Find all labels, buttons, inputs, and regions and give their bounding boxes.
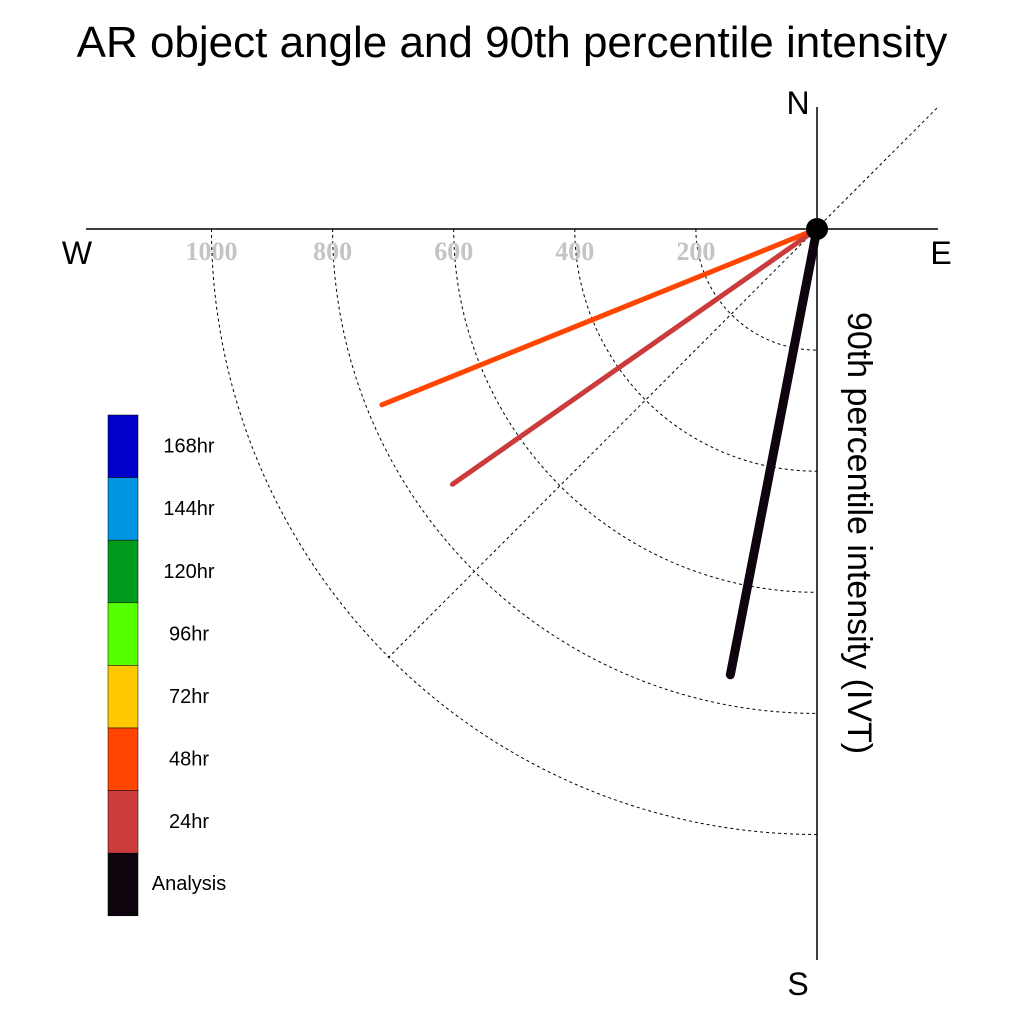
legend: 168hr 144hr 120hr 96hr 72hr 48hr 24hr Analysis (107, 414, 226, 917)
chart-title: AR object angle and 90th percentile inte… (77, 18, 948, 67)
legend-swatch-168hr (107, 414, 139, 478)
tick-label-1000: 1000 (186, 237, 238, 266)
legend-label-168hr: 168hr (163, 436, 214, 458)
grid-arc-600 (453, 228, 818, 593)
tick-label-400: 400 (555, 237, 594, 266)
legend-swatch-48hr (107, 727, 139, 791)
legend-swatch-120hr (107, 539, 139, 604)
diagonal-guide (387, 106, 939, 659)
legend-swatch-96hr (107, 602, 139, 666)
radial-axis-label: 90th percentile intensity (IVT) (840, 312, 878, 754)
legend-swatch-24hr (107, 790, 139, 854)
compass-south: S (787, 966, 808, 1002)
legend-label-96hr: 96hr (169, 623, 209, 645)
series-line-48hr (379, 226, 820, 408)
legend-label-72hr: 72hr (169, 686, 209, 708)
series-line-analysis (725, 224, 822, 680)
compass-east: E (930, 235, 951, 271)
legend-swatch-144hr (107, 477, 139, 541)
legend-label-144hr: 144hr (163, 498, 214, 520)
grid-arc-400 (574, 228, 818, 472)
radial-tick-labels: 200 400 600 800 1000 (186, 237, 716, 266)
tick-label-200: 200 (676, 237, 715, 266)
radial-grid (211, 228, 818, 835)
compass-north: N (786, 85, 809, 121)
tick-label-600: 600 (434, 237, 473, 266)
series-lines (379, 224, 822, 680)
legend-label-analysis: Analysis (152, 873, 226, 895)
legend-label-48hr: 48hr (169, 749, 209, 771)
origin-marker (806, 218, 828, 240)
compass-west: W (62, 235, 93, 271)
tick-label-800: 800 (313, 237, 352, 266)
legend-label-24hr: 24hr (169, 811, 209, 833)
legend-label-120hr: 120hr (163, 561, 214, 583)
series-line-24hr (449, 226, 820, 487)
legend-swatch-analysis (107, 852, 139, 917)
legend-swatch-72hr (107, 665, 139, 729)
grid-arc-1000 (211, 228, 818, 835)
